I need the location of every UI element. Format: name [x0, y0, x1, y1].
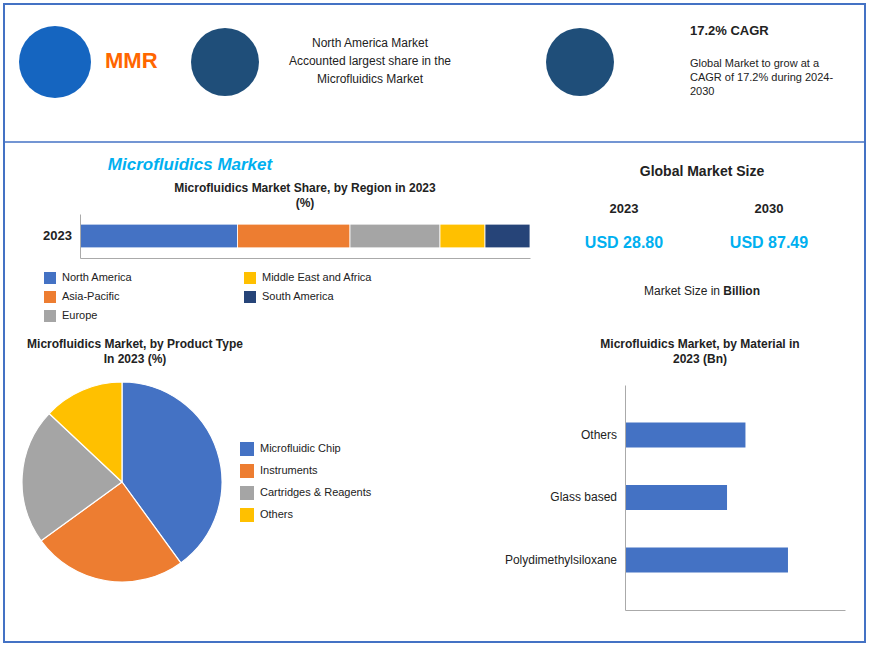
annotation-line: Global Market to grow at a	[690, 57, 820, 69]
infographic: MMR North America Market Accounted largest…	[0, 0, 869, 646]
legend-swatch	[240, 442, 254, 456]
icon-circle	[546, 28, 614, 96]
tick-label: Polydimethylsiloxane	[505, 553, 617, 567]
annotation: Market Size in Billion	[644, 284, 760, 298]
bar-chart: Others Glass based Polydimethylsiloxane Mic…	[505, 337, 846, 611]
bars	[625, 423, 788, 573]
chart-title-line: 2023 (Bn)	[673, 352, 727, 366]
legend-label: Microfluidic Chip	[260, 442, 341, 454]
annotation: MMR	[105, 48, 158, 73]
chart-title-line: In 2023 (%)	[104, 352, 167, 366]
annotation-line: USD 28.80	[585, 234, 663, 251]
legend-swatch	[240, 486, 254, 500]
legend: North America Asia-Pacific Europe Middle Ea…	[44, 271, 372, 322]
legend-swatch	[44, 272, 56, 284]
title: Microfluidics Market	[108, 155, 274, 174]
legend: Microfluidic Chip Instruments Cartridges &…	[240, 442, 372, 522]
annotation-line: Microfluidics Market	[317, 72, 424, 86]
legend-swatch	[240, 464, 254, 478]
annotation-line: 2023	[610, 201, 639, 216]
chart-title-line: (%)	[296, 196, 315, 210]
annotation: Global Market Size	[640, 163, 765, 179]
chart-title: Microfluidics Market, by Material in2023…	[600, 337, 799, 366]
tick: Glass based	[550, 490, 617, 504]
annotation-line: Accounted largest share in the	[289, 54, 451, 68]
header	[19, 26, 614, 98]
annotation-line: 17.2% CAGR	[690, 23, 769, 38]
pie-chart: Microfluidics Market, by Product TypeIn …	[22, 337, 372, 582]
value-axis	[81, 258, 531, 259]
annotation-line: USD 87.49	[730, 234, 808, 251]
annotation: 2030	[755, 201, 784, 216]
annotation: USD 87.49	[730, 234, 808, 251]
tick: 2023	[43, 228, 72, 243]
legend-swatch	[244, 291, 256, 303]
axis-line	[80, 215, 81, 259]
chart-title-line: Microfluidics Market Share, by Region in…	[174, 181, 436, 195]
bar	[625, 485, 727, 510]
slices	[22, 382, 222, 582]
chart-title-line: Microfluidics Market, by Material in	[600, 337, 799, 351]
bar	[625, 423, 745, 448]
bar	[80, 224, 238, 248]
legend-label: South America	[262, 290, 334, 302]
chart-title-line: Microfluidics Market, by Product Type	[27, 337, 243, 351]
annotation-line: North America Market	[312, 36, 429, 50]
legend-label: Middle East and Africa	[262, 271, 372, 283]
header-separator	[4, 141, 865, 143]
title-line: Microfluidics Market	[108, 155, 274, 174]
category-axis: 2023	[43, 215, 80, 259]
annotation: Accounted largest share in the	[289, 54, 451, 68]
annotation: 17.2% CAGR	[690, 23, 769, 38]
legend-label: Europe	[62, 309, 97, 321]
annotation-part: Market Size in	[644, 284, 723, 298]
legend-label: North America	[62, 271, 133, 283]
tick: Polydimethylsiloxane	[505, 553, 617, 567]
annotation: Microfluidics Market	[317, 72, 424, 86]
tick-label: 2023	[43, 228, 72, 243]
value-axis	[626, 610, 846, 611]
axis-line	[626, 610, 846, 611]
annotation-part: Billion	[723, 284, 760, 298]
annotation: North America Market	[312, 36, 429, 50]
annotation: Global Market to grow at a CAGR of 17.2% …	[690, 57, 833, 97]
tick-label: Others	[581, 428, 617, 442]
bar	[440, 224, 485, 248]
slice	[49, 382, 122, 482]
bar-chart: 2023 Microfluidics Market Share, by Regio…	[43, 181, 530, 322]
tick-label: Glass based	[550, 490, 617, 504]
chart-title: Microfluidics Market Share, by Region in…	[174, 181, 436, 210]
legend-label: Asia-Pacific	[62, 290, 120, 302]
axis-line	[81, 258, 531, 259]
tick: Others	[581, 428, 617, 442]
legend-swatch	[44, 291, 56, 303]
legend-swatch	[240, 508, 254, 522]
bar	[238, 224, 351, 248]
legend-label: Others	[260, 508, 294, 520]
bars	[80, 224, 530, 248]
legend-label: Cartridges & Reagents	[260, 486, 372, 498]
page-border	[4, 4, 865, 642]
annotation: 2023	[610, 201, 639, 216]
axis-line	[625, 386, 626, 611]
chart-title: Microfluidics Market, by Product TypeIn …	[27, 337, 243, 366]
icon-circle	[191, 28, 259, 96]
bar	[350, 224, 440, 248]
annotations: MMR North America Market Accounted largest…	[105, 23, 833, 298]
annotation-line: Global Market Size	[640, 163, 765, 179]
annotation-line: 2030	[690, 85, 714, 97]
icon-circle	[19, 26, 91, 98]
bar	[485, 224, 530, 248]
legend-swatch	[44, 310, 56, 322]
annotation-line: CAGR of 17.2% during 2024-	[690, 71, 833, 83]
legend-label: Instruments	[260, 464, 318, 476]
annotation-line: 2030	[755, 201, 784, 216]
category-axis: Others Glass based Polydimethylsiloxane	[505, 386, 626, 611]
annotation-line: MMR	[105, 48, 158, 73]
legend-swatch	[244, 272, 256, 284]
annotation: USD 28.80	[585, 234, 663, 251]
bar	[625, 548, 788, 573]
